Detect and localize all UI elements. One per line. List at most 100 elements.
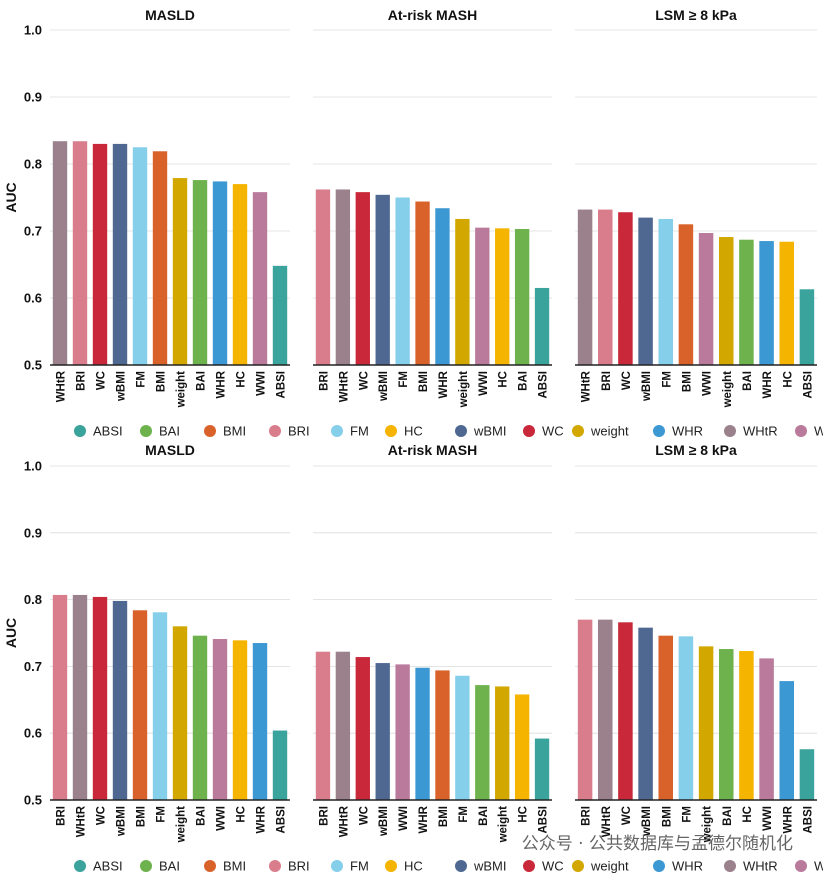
legend-swatch — [204, 860, 216, 872]
bar-wBMI — [638, 627, 653, 800]
x-tick-label: FM — [681, 806, 693, 823]
bar-WHR — [759, 241, 774, 365]
x-tick-label: BRI — [318, 371, 330, 391]
bar-ABSI — [534, 738, 550, 800]
y-tick-label: 0.5 — [24, 793, 42, 808]
bar-BRI — [315, 189, 331, 365]
legend-swatch — [385, 860, 397, 872]
bar-WHtR — [577, 209, 593, 365]
chart-panel: At-risk MASH BRI WHtR WC wBMI FM BMI WHR weight W… — [313, 7, 552, 408]
bar-FM — [395, 197, 410, 365]
legend-label: ABSI — [93, 859, 123, 874]
chart-title: At-risk MASH — [388, 7, 477, 23]
bar-WWI — [212, 639, 228, 800]
bar-weight — [172, 178, 188, 365]
bar-WHR — [252, 643, 268, 800]
legend-swatch — [795, 425, 807, 437]
y-tick-label: 0.6 — [24, 291, 42, 306]
bar-ABSI — [272, 730, 288, 800]
x-tick-label: BMI — [418, 371, 430, 392]
legend-swatch — [385, 425, 397, 437]
legend-item-BRI: BRI — [269, 859, 310, 874]
y-tick-label: 0.9 — [24, 90, 42, 105]
x-tick-label: BMI — [136, 806, 148, 827]
chart-panel: MASLD 0.5 0.6 0.7 0.8 0.9 1.0 AUC WHtR BRI WC wBMI F… — [3, 7, 290, 408]
legend-item-BAI: BAI — [140, 859, 180, 874]
x-tick-label: WHR — [782, 805, 794, 833]
legend-label: weight — [590, 859, 629, 874]
legend-item-weight: weight — [572, 424, 629, 439]
bar-BRI — [72, 141, 88, 365]
legend-label: WWI — [814, 859, 823, 874]
bar-weight — [172, 626, 188, 800]
x-tick-label: BRI — [56, 806, 68, 826]
chart-panel: LSM ≥ 8 kPa BRI WHtR WC wBMI BMI FM weight BAI HC… — [575, 442, 817, 843]
x-tick-label: BMI — [681, 371, 693, 392]
legend-item-WHtR: WHtR — [724, 859, 778, 874]
chart-title: LSM ≥ 8 kPa — [655, 7, 737, 23]
bar-weight — [455, 218, 470, 365]
legend-label: FM — [350, 859, 369, 874]
bar-HC — [514, 694, 530, 800]
y-tick-label: 1.0 — [24, 23, 42, 38]
legend-item-HC: HC — [385, 859, 423, 874]
x-tick-label: BRI — [76, 371, 88, 391]
bar-wBMI — [638, 217, 653, 365]
bar-WC — [618, 622, 633, 800]
x-tick-label: BRI — [601, 371, 613, 391]
legend-item-WHR: WHR — [653, 859, 703, 874]
legend-label: WHR — [672, 859, 703, 874]
y-tick-label: 1.0 — [24, 459, 42, 474]
legend-label: BRI — [288, 424, 310, 439]
legend-label: WC — [542, 859, 564, 874]
y-tick-label: 0.6 — [24, 726, 42, 741]
x-tick-label: BMI — [438, 806, 450, 827]
bar-ABSI — [799, 289, 815, 365]
legend-label: WHR — [672, 424, 703, 439]
x-tick-label: WHtR — [581, 370, 593, 402]
chart-panel: MASLD 0.5 0.6 0.7 0.8 0.9 1.0 AUC BRI WHtR WC wBMI B… — [3, 442, 290, 843]
bar-HC — [779, 241, 795, 365]
bar-BMI — [415, 201, 430, 365]
x-tick-label: BAI — [742, 371, 754, 391]
legend-item-FM: FM — [331, 859, 369, 874]
legend-label: WHtR — [743, 859, 778, 874]
bar-BRI — [597, 209, 613, 365]
legend-swatch — [455, 425, 467, 437]
y-tick-label: 0.8 — [24, 157, 42, 172]
legend-swatch — [269, 860, 281, 872]
bar-WC — [92, 596, 108, 800]
bar-BRI — [52, 594, 68, 800]
legend-label: WHtR — [743, 424, 778, 439]
legend-item-ABSI: ABSI — [74, 859, 123, 874]
bar-BMI — [658, 635, 674, 800]
bar-WC — [618, 212, 633, 365]
bar-BAI — [475, 685, 490, 800]
y-tick-label: 0.7 — [24, 659, 42, 674]
x-tick-label: wBMI — [378, 371, 390, 402]
bar-BAI — [739, 239, 754, 365]
legend-item-WC: WC — [523, 424, 564, 439]
x-tick-label: WC — [96, 806, 108, 825]
x-tick-label: WHR — [256, 805, 268, 833]
x-tick-label: HC — [236, 371, 248, 388]
bar-BRI — [315, 651, 331, 800]
bar-WC — [355, 192, 370, 365]
x-tick-label: BAI — [478, 806, 490, 826]
bar-WHR — [779, 681, 795, 800]
bar-HC — [232, 640, 248, 800]
bar-ABSI — [799, 749, 815, 800]
x-tick-label: weight — [498, 806, 510, 844]
legend-swatch — [523, 860, 535, 872]
bar-WHR — [415, 667, 430, 800]
x-tick-label: ABSI — [276, 371, 288, 398]
bar-wBMI — [375, 663, 390, 800]
legend-item-WWI: WWI — [795, 424, 823, 439]
legend-label: BMI — [223, 424, 246, 439]
bar-weight — [698, 646, 714, 800]
bar-WWI — [252, 192, 268, 365]
bar-HC — [232, 184, 248, 365]
bar-WC — [92, 143, 108, 365]
x-tick-label: ABSI — [538, 806, 550, 833]
